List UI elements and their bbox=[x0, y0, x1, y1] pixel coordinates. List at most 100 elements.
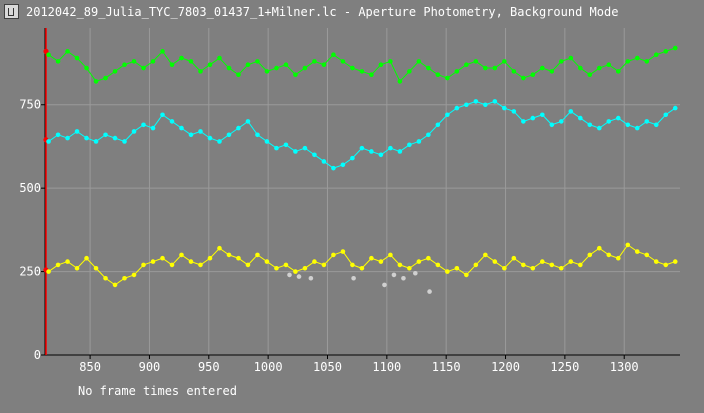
data-point-cyan[interactable] bbox=[321, 159, 327, 164]
data-point-yellow[interactable] bbox=[663, 262, 669, 268]
data-point-green[interactable] bbox=[160, 49, 165, 54]
data-point-green[interactable] bbox=[615, 69, 621, 74]
data-point-cyan[interactable] bbox=[264, 139, 270, 144]
data-point-yellow[interactable] bbox=[74, 265, 80, 271]
data-point-green[interactable] bbox=[150, 59, 156, 64]
data-point-green[interactable] bbox=[634, 55, 640, 61]
data-point-yellow[interactable] bbox=[55, 262, 61, 268]
data-point-cyan[interactable] bbox=[530, 115, 536, 121]
data-point-yellow[interactable] bbox=[141, 262, 146, 268]
data-point-cyan[interactable] bbox=[596, 125, 602, 131]
data-point-green[interactable] bbox=[198, 69, 203, 74]
data-point-green[interactable] bbox=[502, 59, 507, 64]
data-point-yellow[interactable] bbox=[198, 262, 203, 268]
data-point-green[interactable] bbox=[369, 72, 374, 78]
data-point-green[interactable] bbox=[65, 49, 70, 54]
data-point-cyan[interactable] bbox=[559, 119, 564, 124]
data-point-green[interactable] bbox=[169, 62, 175, 68]
data-point-green[interactable] bbox=[445, 75, 450, 81]
data-point-yellow[interactable] bbox=[188, 259, 194, 264]
data-point-yellow[interactable] bbox=[530, 265, 536, 271]
data-point-cyan[interactable] bbox=[435, 122, 441, 128]
data-point-green[interactable] bbox=[426, 65, 431, 71]
data-point-yellow[interactable] bbox=[435, 262, 441, 268]
data-point-green[interactable] bbox=[388, 59, 393, 64]
data-point-cyan[interactable] bbox=[369, 149, 374, 154]
data-point-cyan[interactable] bbox=[388, 145, 393, 151]
data-point-cyan[interactable] bbox=[169, 119, 175, 124]
data-point-yellow[interactable] bbox=[46, 269, 51, 274]
data-point-yellow[interactable] bbox=[321, 262, 327, 268]
data-point-green[interactable] bbox=[587, 72, 593, 78]
data-point-green[interactable] bbox=[93, 79, 99, 84]
data-point-yellow[interactable] bbox=[283, 262, 289, 268]
data-point-cyan[interactable] bbox=[188, 132, 194, 138]
data-point-cyan[interactable] bbox=[568, 109, 574, 114]
data-point-cyan[interactable] bbox=[160, 112, 165, 118]
data-point-green[interactable] bbox=[644, 59, 650, 64]
data-point-cyan[interactable] bbox=[207, 135, 213, 141]
data-point-green[interactable] bbox=[549, 69, 555, 74]
data-point-green[interactable] bbox=[416, 59, 422, 64]
data-point-cyan[interactable] bbox=[606, 119, 612, 124]
data-point-green[interactable] bbox=[568, 55, 574, 61]
data-point-gray[interactable] bbox=[391, 272, 397, 278]
data-point-yellow[interactable] bbox=[65, 259, 70, 264]
data-point-green[interactable] bbox=[625, 59, 631, 64]
data-point-gray[interactable] bbox=[413, 270, 418, 276]
data-point-cyan[interactable] bbox=[359, 145, 365, 151]
data-point-green[interactable] bbox=[596, 65, 602, 71]
data-point-cyan[interactable] bbox=[302, 145, 308, 151]
data-point-yellow[interactable] bbox=[606, 252, 612, 258]
data-point-green[interactable] bbox=[606, 62, 612, 68]
data-point-yellow[interactable] bbox=[426, 255, 431, 261]
data-point-green[interactable] bbox=[530, 72, 536, 78]
data-point-yellow[interactable] bbox=[587, 252, 593, 258]
data-point-cyan[interactable] bbox=[131, 129, 137, 134]
data-point-yellow[interactable] bbox=[653, 259, 659, 264]
data-point-green[interactable] bbox=[283, 62, 289, 68]
data-point-cyan[interactable] bbox=[141, 122, 146, 128]
data-point-yellow[interactable] bbox=[312, 259, 317, 264]
data-point-yellow[interactable] bbox=[378, 259, 384, 264]
data-point-yellow[interactable] bbox=[302, 265, 308, 271]
data-point-green[interactable] bbox=[141, 65, 146, 71]
data-point-green[interactable] bbox=[483, 65, 488, 71]
data-point-yellow[interactable] bbox=[340, 249, 346, 254]
data-point-green[interactable] bbox=[559, 59, 564, 64]
data-point-yellow[interactable] bbox=[131, 272, 137, 278]
data-point-cyan[interactable] bbox=[464, 102, 469, 108]
data-point-cyan[interactable] bbox=[331, 165, 336, 171]
data-point-green[interactable] bbox=[112, 69, 118, 74]
data-point-cyan[interactable] bbox=[179, 125, 184, 131]
data-point-cyan[interactable] bbox=[198, 129, 203, 134]
data-point-green[interactable] bbox=[84, 65, 89, 71]
data-point-yellow[interactable] bbox=[160, 255, 165, 261]
data-point-cyan[interactable] bbox=[473, 99, 479, 104]
data-point-cyan[interactable] bbox=[293, 149, 298, 154]
light-curve-plot[interactable]: 850 900 950 1000 1050 1100 1150 1200 1250 1300 0 25… bbox=[0, 24, 704, 409]
data-point-cyan[interactable] bbox=[350, 155, 355, 161]
data-point-cyan[interactable] bbox=[112, 135, 118, 141]
data-point-yellow[interactable] bbox=[245, 262, 251, 268]
data-point-green[interactable] bbox=[255, 59, 260, 64]
data-point-yellow[interactable] bbox=[397, 262, 403, 268]
data-point-cyan[interactable] bbox=[226, 132, 232, 138]
data-point-gray[interactable] bbox=[351, 275, 356, 281]
data-point-yellow[interactable] bbox=[103, 275, 108, 281]
data-point-green[interactable] bbox=[473, 59, 479, 64]
data-point-green[interactable] bbox=[435, 72, 441, 78]
data-point-green[interactable] bbox=[103, 75, 108, 81]
data-point-cyan[interactable] bbox=[416, 139, 422, 144]
data-point-green[interactable] bbox=[245, 62, 251, 68]
data-point-yellow[interactable] bbox=[179, 252, 184, 258]
data-point-yellow[interactable] bbox=[521, 262, 526, 268]
data-point-yellow[interactable] bbox=[217, 245, 222, 251]
data-point-yellow[interactable] bbox=[634, 249, 640, 254]
data-point-yellow[interactable] bbox=[369, 255, 374, 261]
data-point-cyan[interactable] bbox=[426, 132, 431, 138]
data-point-cyan[interactable] bbox=[577, 115, 583, 121]
data-point-yellow[interactable] bbox=[350, 262, 355, 268]
data-point-green[interactable] bbox=[236, 72, 241, 78]
data-point-yellow[interactable] bbox=[549, 262, 555, 268]
